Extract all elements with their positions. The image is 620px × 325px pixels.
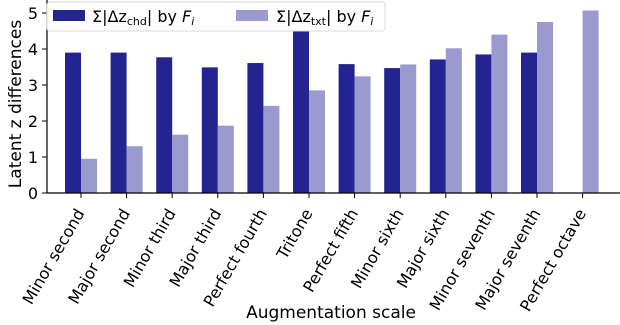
bar-chd-minor-second	[65, 52, 81, 193]
y-ticks: 0 1 2 3 4 5	[28, 4, 47, 203]
y-tick-label: 2	[28, 112, 38, 131]
bar-txt-major-third	[217, 125, 234, 193]
bar-chd-minor-third	[156, 57, 173, 193]
bars	[65, 10, 599, 194]
y-tick-label: 5	[28, 4, 38, 23]
bar-txt-minor-second	[81, 158, 97, 193]
bar-chd-major-second	[110, 52, 127, 193]
legend-swatch-txt	[236, 10, 268, 21]
bar-chd-minor-sixth	[384, 68, 401, 193]
bar-txt-major-seventh	[537, 22, 553, 193]
x-tick-label: Tritone	[272, 206, 316, 264]
bar-txt-minor-sixth	[400, 64, 417, 193]
bar-txt-major-sixth	[445, 48, 462, 193]
y-tick-label: 1	[28, 148, 38, 167]
bar-txt-tritone	[309, 90, 325, 193]
bar-chd-minor-seventh	[475, 54, 492, 194]
x-axis-label: Augmentation scale	[246, 303, 416, 323]
bar-chd-major-third	[201, 67, 218, 193]
bar-txt-perfect-fifth	[354, 76, 371, 193]
bar-txt-minor-seventh	[491, 34, 508, 193]
legend-box	[46, 1, 386, 32]
bar-chd-tritone	[293, 27, 309, 194]
y-tick-label: 3	[28, 76, 38, 95]
y-tick-label: 4	[28, 40, 38, 59]
y-axis-label: Latent z differences	[6, 20, 26, 189]
legend-label-txt: Σ|Δztxt| by Fi	[276, 7, 373, 28]
legend-swatch-chd	[53, 10, 85, 21]
legend-label-chd: Σ|Δzchd| by Fi	[92, 7, 194, 28]
legend: Σ|Δzchd| by Fi Σ|Δztxt| by Fi	[46, 1, 386, 32]
y-tick-label: 0	[28, 184, 38, 203]
bar-chd-major-seventh	[521, 52, 537, 193]
bar-txt-minor-third	[172, 134, 189, 193]
bar-txt-major-second	[126, 146, 143, 193]
bar-chd-major-sixth	[429, 59, 446, 193]
bar-txt-perfect-fourth	[263, 105, 280, 193]
axes	[46, 0, 620, 194]
bar-txt-perfect-octave	[582, 10, 599, 194]
bar-chd-perfect-fourth	[247, 63, 264, 193]
bar-chd-perfect-fifth	[338, 64, 355, 194]
